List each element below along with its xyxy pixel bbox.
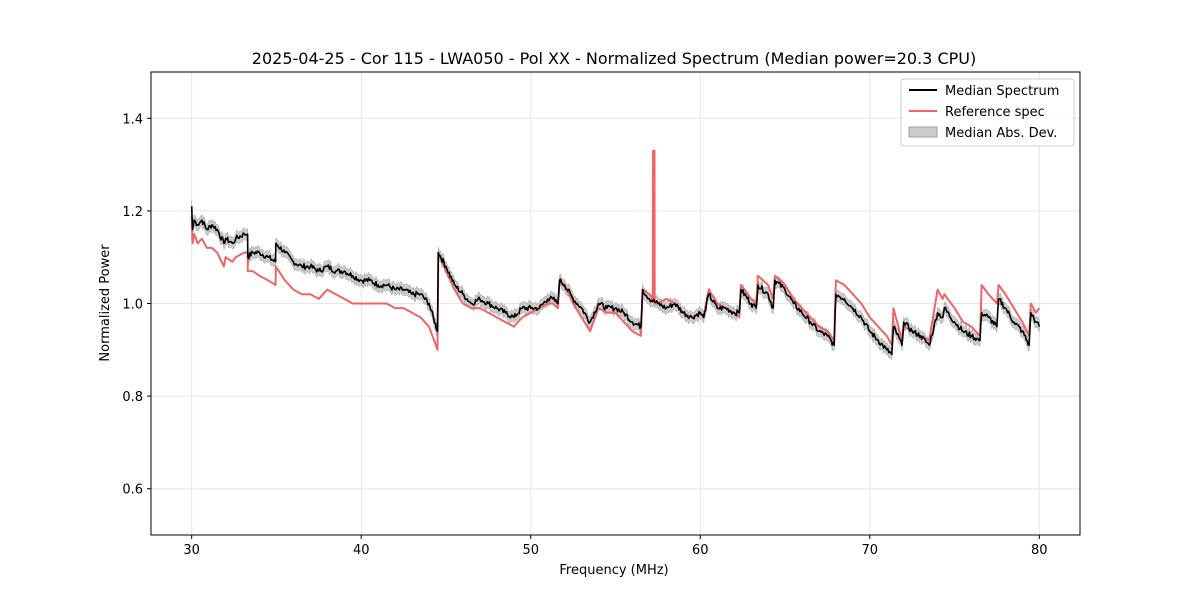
x-tick-label: 70 — [862, 543, 879, 558]
y-tick-label: 0.8 — [122, 390, 143, 405]
y-tick-label: 1.0 — [122, 298, 143, 313]
legend-reference-label: Reference spec — [945, 105, 1045, 120]
x-tick-label: 40 — [353, 543, 370, 558]
tick-layer: 30 40 50 60 70 80 0.6 0.8 1.0 1.2 1.4 — [122, 112, 1047, 558]
x-tick-label: 30 — [183, 543, 200, 558]
legend-box — [900, 78, 1075, 147]
x-tick-label: 50 — [522, 543, 539, 558]
y-axis-label: Normalized Power — [98, 244, 113, 362]
legend-mad-swatch — [908, 126, 938, 138]
x-tick-label: 60 — [692, 543, 709, 558]
legend-mad-label: Median Abs. Dev. — [945, 126, 1057, 141]
chart-title: 2025-04-25 - Cor 115 - LWA050 - Pol XX -… — [252, 49, 976, 68]
median-spectrum-line — [190, 206, 1041, 356]
y-tick-label: 1.2 — [122, 205, 143, 220]
reference-spectrum-line — [190, 149, 1041, 351]
x-axis-label: Frequency (MHz) — [559, 563, 668, 578]
median-series-layer — [190, 206, 1041, 356]
reference-series-layer — [190, 149, 1041, 351]
legend-median-label: Median Spectrum — [945, 84, 1059, 99]
legend: Median Spectrum Reference spec Median Ab… — [900, 78, 1075, 147]
y-tick-label: 1.4 — [122, 112, 143, 127]
y-tick-label: 0.6 — [122, 483, 143, 498]
x-tick-label: 80 — [1031, 543, 1048, 558]
